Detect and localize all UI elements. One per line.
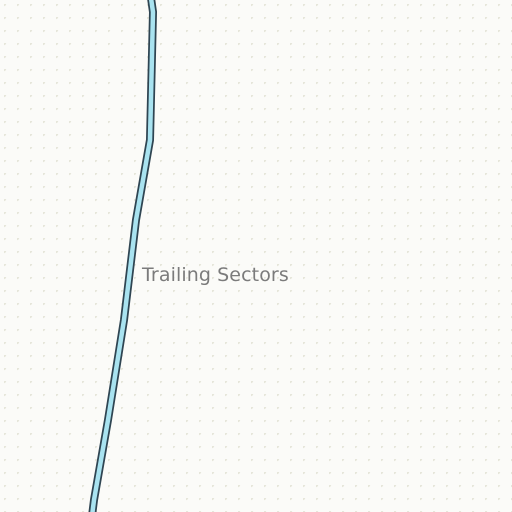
area-name-label: Trailing Sectors (142, 264, 289, 286)
trail-fill (90, 0, 156, 512)
trail-path[interactable] (88, 0, 157, 512)
